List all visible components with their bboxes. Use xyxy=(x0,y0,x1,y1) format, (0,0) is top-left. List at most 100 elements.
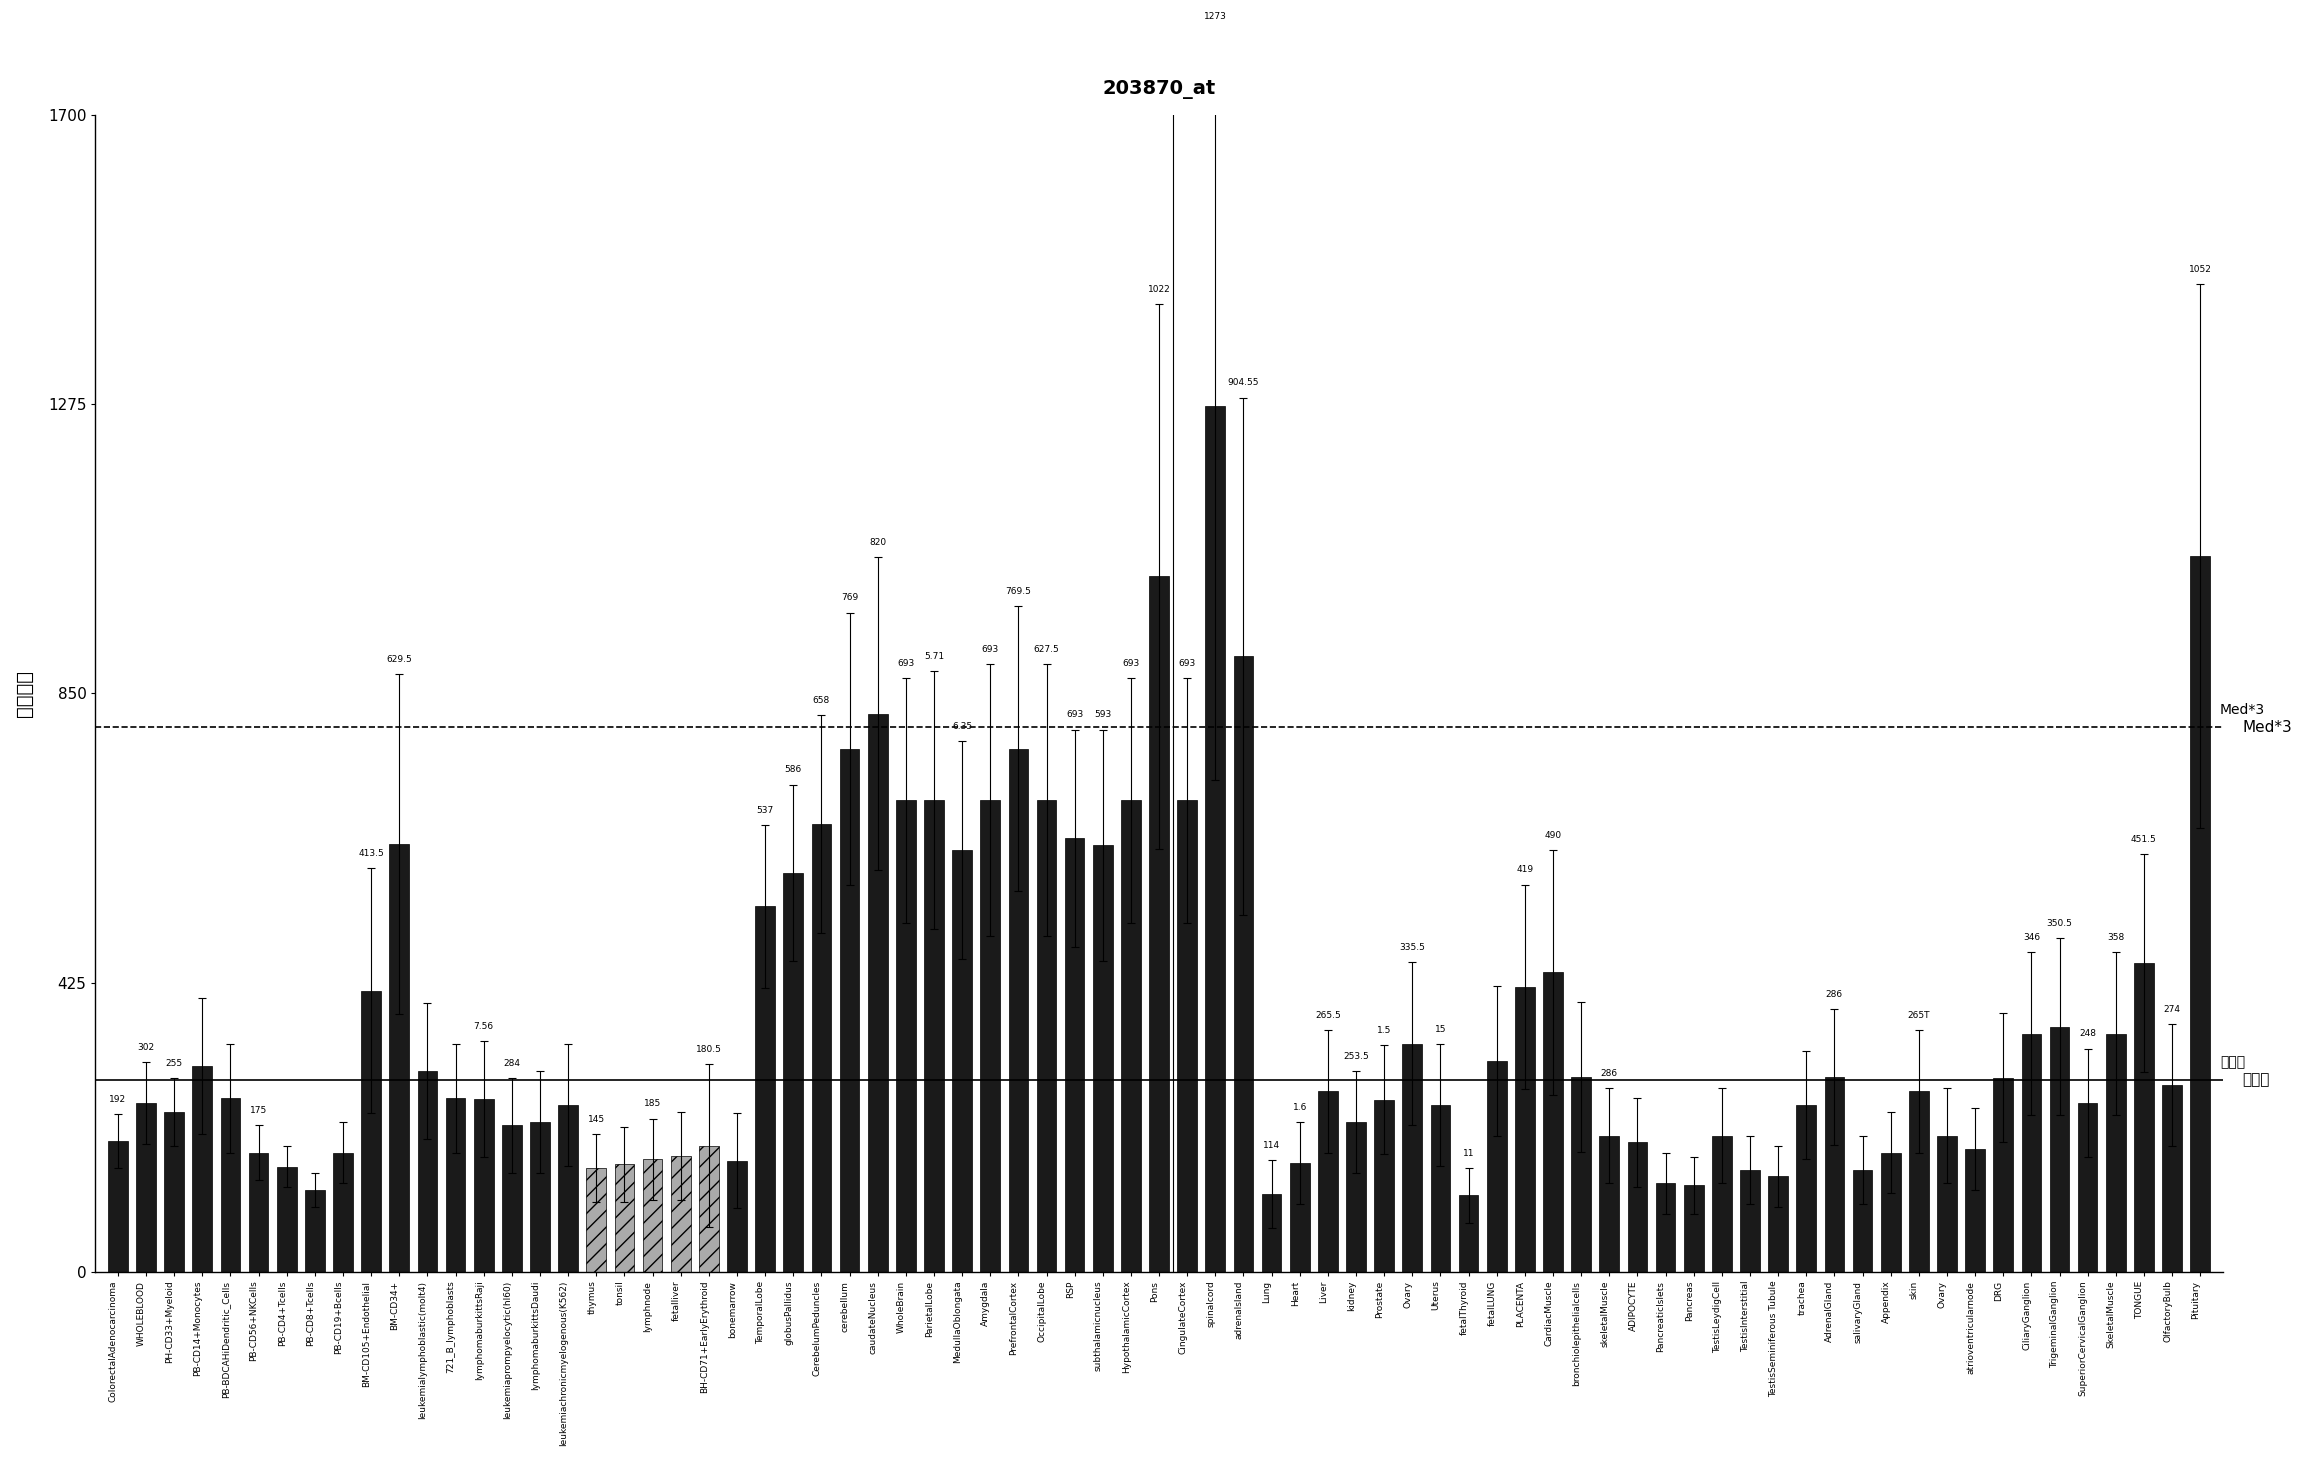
Bar xyxy=(1740,1170,1760,1271)
Bar xyxy=(530,1122,551,1271)
Text: 629.5: 629.5 xyxy=(387,655,412,663)
Bar xyxy=(445,1099,465,1271)
Text: 537: 537 xyxy=(756,805,774,815)
Text: 350.5: 350.5 xyxy=(2046,919,2074,928)
Bar xyxy=(2191,557,2210,1271)
Text: 693: 693 xyxy=(1067,710,1083,719)
Bar xyxy=(1458,1195,1479,1271)
Y-axis label: 平均差值: 平均差值 xyxy=(16,671,35,717)
Bar xyxy=(2078,1103,2097,1271)
Text: 693: 693 xyxy=(896,659,915,668)
Bar xyxy=(1373,1100,1394,1271)
Bar xyxy=(1122,801,1140,1271)
Bar xyxy=(783,874,804,1271)
Bar xyxy=(2134,963,2154,1271)
Bar xyxy=(2161,1086,2182,1271)
Bar xyxy=(475,1099,493,1271)
Text: 185: 185 xyxy=(643,1099,661,1109)
Bar xyxy=(1938,1135,1956,1271)
Text: 1052: 1052 xyxy=(2189,264,2212,273)
Bar xyxy=(728,1160,746,1271)
Bar xyxy=(1318,1091,1339,1271)
Bar xyxy=(1233,656,1253,1271)
Bar xyxy=(249,1153,270,1271)
Text: 413.5: 413.5 xyxy=(359,849,385,858)
Text: 627.5: 627.5 xyxy=(1034,644,1060,655)
Text: 419: 419 xyxy=(1516,865,1534,874)
Bar xyxy=(1064,839,1085,1271)
Bar xyxy=(194,1067,212,1271)
Bar xyxy=(588,1169,606,1271)
Text: 6.35: 6.35 xyxy=(952,722,972,730)
Text: 1.6: 1.6 xyxy=(1293,1103,1306,1112)
Bar xyxy=(1544,973,1562,1271)
Text: 1273: 1273 xyxy=(1205,13,1226,22)
Bar xyxy=(1993,1078,2014,1271)
Text: Med*3: Med*3 xyxy=(2242,720,2292,735)
Text: 693: 693 xyxy=(1122,659,1140,668)
Text: 346: 346 xyxy=(2023,932,2039,942)
Text: 693: 693 xyxy=(982,644,1000,655)
Bar xyxy=(334,1153,353,1271)
Text: 1022: 1022 xyxy=(1147,285,1170,294)
Text: 286: 286 xyxy=(1825,991,1843,999)
Bar xyxy=(1880,1153,1901,1271)
Text: 15: 15 xyxy=(1435,1024,1447,1033)
Bar xyxy=(1403,1043,1422,1271)
Bar xyxy=(502,1125,521,1271)
Bar xyxy=(1797,1105,1816,1271)
Text: 593: 593 xyxy=(1094,710,1111,719)
Bar xyxy=(2021,1033,2041,1271)
Text: 451.5: 451.5 xyxy=(2131,834,2157,844)
Bar xyxy=(896,801,915,1271)
Bar xyxy=(304,1189,325,1271)
Bar xyxy=(1092,844,1113,1271)
Bar xyxy=(1037,801,1055,1271)
Text: 265T: 265T xyxy=(1908,1011,1931,1020)
Bar xyxy=(952,850,972,1271)
Bar xyxy=(1657,1183,1675,1271)
Bar xyxy=(1205,406,1226,1271)
Text: 175: 175 xyxy=(251,1106,267,1115)
Text: 286: 286 xyxy=(1601,1069,1617,1078)
Bar xyxy=(558,1105,578,1271)
Bar xyxy=(164,1112,184,1271)
Text: 255: 255 xyxy=(166,1059,182,1068)
Text: 586: 586 xyxy=(786,766,802,774)
Text: 284: 284 xyxy=(502,1059,521,1068)
Text: 180.5: 180.5 xyxy=(696,1045,721,1053)
Text: 490: 490 xyxy=(1544,831,1562,840)
Text: 中位数: 中位数 xyxy=(2219,1056,2244,1069)
Bar xyxy=(643,1160,664,1271)
Bar xyxy=(221,1099,240,1271)
Text: 693: 693 xyxy=(1180,659,1196,668)
Text: 5.71: 5.71 xyxy=(924,652,945,660)
Text: 114: 114 xyxy=(1263,1141,1281,1150)
Bar xyxy=(1346,1122,1366,1271)
Bar xyxy=(1009,748,1028,1271)
Bar xyxy=(698,1145,719,1271)
Bar xyxy=(1684,1185,1703,1271)
Text: 904.55: 904.55 xyxy=(1228,378,1260,387)
Text: 769.5: 769.5 xyxy=(1005,586,1032,596)
Bar xyxy=(1431,1105,1449,1271)
Text: 358: 358 xyxy=(2108,932,2124,942)
Text: 658: 658 xyxy=(813,695,829,706)
Text: 265.5: 265.5 xyxy=(1316,1011,1341,1020)
Bar xyxy=(417,1071,438,1271)
Bar xyxy=(2051,1027,2069,1271)
Bar xyxy=(1965,1150,1986,1271)
Text: 192: 192 xyxy=(108,1094,127,1103)
Text: Med*3: Med*3 xyxy=(2219,703,2265,717)
Text: 274: 274 xyxy=(2163,1005,2180,1014)
Bar xyxy=(1910,1091,1928,1271)
Bar xyxy=(756,906,774,1271)
Bar xyxy=(1852,1170,1873,1271)
Title: 203870_at: 203870_at xyxy=(1101,80,1217,99)
Bar xyxy=(136,1103,157,1271)
Bar xyxy=(1571,1077,1592,1271)
Bar xyxy=(1263,1194,1281,1271)
Text: 769: 769 xyxy=(841,593,857,602)
Text: 248: 248 xyxy=(2078,1030,2097,1039)
Bar xyxy=(2106,1033,2127,1271)
